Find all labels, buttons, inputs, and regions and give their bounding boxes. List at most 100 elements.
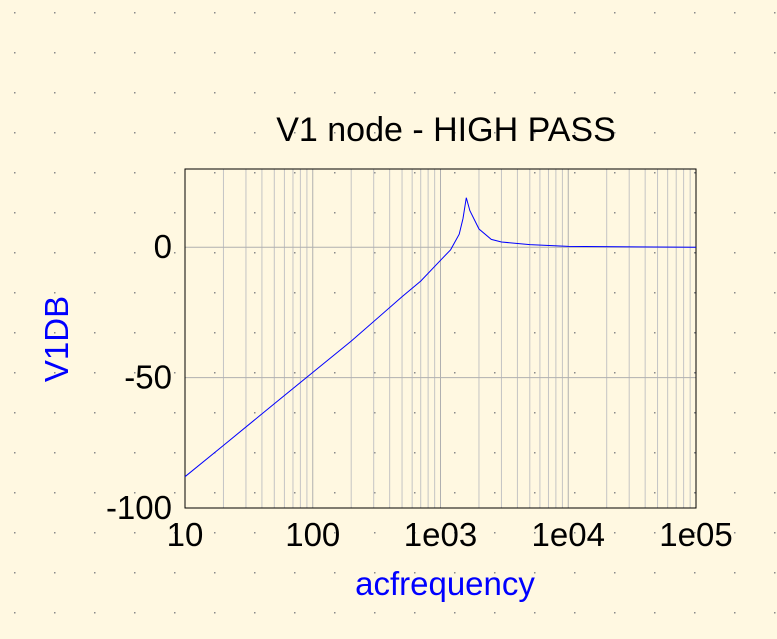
background-dot [494, 372, 496, 374]
background-dot [374, 52, 376, 54]
background-dot [334, 452, 336, 454]
background-dot [454, 612, 456, 614]
background-dot [694, 132, 696, 134]
plot-frame [184, 168, 697, 509]
background-dot [654, 412, 656, 414]
background-dot [774, 372, 776, 374]
background-dot [494, 252, 496, 254]
chart-title: V1 node - HIGH PASS [276, 111, 616, 149]
background-dot [294, 412, 296, 414]
background-dot [494, 612, 496, 614]
background-dot [574, 452, 576, 454]
background-dot [294, 212, 296, 214]
background-dot [454, 532, 456, 534]
background-dot [414, 412, 416, 414]
background-dot [54, 372, 56, 374]
background-dot [374, 412, 376, 414]
background-dot [574, 372, 576, 374]
background-dot [694, 572, 696, 574]
background-dot [14, 452, 16, 454]
background-dot [254, 412, 256, 414]
background-dot [414, 92, 416, 94]
background-dot [54, 212, 56, 214]
background-dot [14, 92, 16, 94]
background-dot [534, 12, 536, 14]
background-dot [374, 612, 376, 614]
background-dot [134, 92, 136, 94]
background-dot [94, 212, 96, 214]
background-dot [414, 52, 416, 54]
background-dot [294, 532, 296, 534]
background-dot [14, 252, 16, 254]
background-dot [374, 372, 376, 374]
background-dot [174, 172, 176, 174]
background-dot [414, 572, 416, 574]
background-dot [494, 292, 496, 294]
background-dot [494, 132, 496, 134]
background-dot [494, 212, 496, 214]
background-dot [454, 12, 456, 14]
background-dot [174, 452, 176, 454]
background-dot [774, 132, 776, 134]
background-dot [54, 332, 56, 334]
background-dot [294, 452, 296, 454]
background-dot [134, 372, 136, 374]
background-dot [214, 612, 216, 614]
background-dot [654, 572, 656, 574]
background-dot [574, 492, 576, 494]
background-dot [454, 452, 456, 454]
background-dot [654, 372, 656, 374]
background-dot [734, 132, 736, 134]
background-dot [374, 172, 376, 174]
background-dot [214, 412, 216, 414]
background-dot [734, 252, 736, 254]
background-dot [134, 12, 136, 14]
background-dot [254, 12, 256, 14]
background-dot [774, 172, 776, 174]
background-dot [254, 612, 256, 614]
background-dot [54, 292, 56, 294]
background-dot [694, 292, 696, 294]
background-dot [574, 292, 576, 294]
background-dot [414, 252, 416, 254]
background-dot [174, 492, 176, 494]
chart-grid [184, 169, 696, 509]
background-dot [214, 292, 216, 294]
background-dot [174, 212, 176, 214]
background-dot [614, 92, 616, 94]
background-dot [374, 452, 376, 454]
background-dot [494, 572, 496, 574]
background-dot [454, 492, 456, 494]
background-dot [534, 372, 536, 374]
background-dot [614, 492, 616, 494]
background-dot [134, 492, 136, 494]
background-dot [254, 212, 256, 214]
background-dot [454, 252, 456, 254]
background-dot [94, 132, 96, 134]
background-dot [494, 172, 496, 174]
background-dot [94, 452, 96, 454]
background-dot [174, 532, 176, 534]
background-dot [414, 212, 416, 214]
background-dot [454, 132, 456, 134]
background-dot [534, 212, 536, 214]
background-dot [94, 372, 96, 374]
background-dot [494, 92, 496, 94]
background-dot-grid [14, 12, 776, 614]
background-dot [454, 572, 456, 574]
background-dot [294, 292, 296, 294]
background-dot [54, 132, 56, 134]
background-dot [694, 492, 696, 494]
background-dot [734, 572, 736, 574]
background-dot [214, 12, 216, 14]
background-dot [374, 572, 376, 574]
background-dot [334, 132, 336, 134]
background-dot [734, 412, 736, 414]
background-dot [174, 52, 176, 54]
background-dot [614, 132, 616, 134]
background-dot [654, 132, 656, 134]
background-dot [54, 92, 56, 94]
background-dot [414, 332, 416, 334]
background-dot [774, 492, 776, 494]
background-dot [134, 532, 136, 534]
